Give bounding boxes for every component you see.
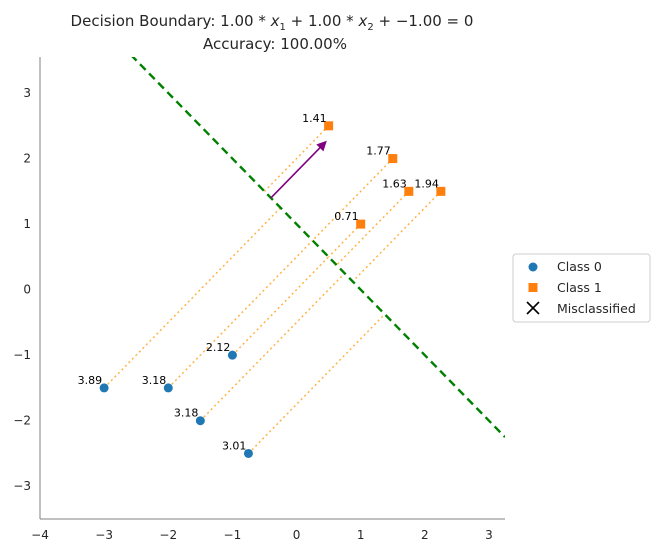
legend-frame [512, 253, 651, 323]
distance-label: 2.12 [206, 341, 231, 354]
y-tick-label: 2 [23, 152, 31, 166]
x-tick-label: 1 [357, 528, 365, 542]
class0-point [195, 416, 205, 426]
legend-misclassified-label: Misclassified [557, 301, 636, 316]
distance-label: 1.63 [382, 177, 407, 190]
y-tick-label: −3 [13, 479, 31, 493]
projection-line [231, 256, 330, 356]
projection-line [199, 272, 346, 422]
x-tick-label: −3 [95, 528, 113, 542]
projection-line [247, 313, 386, 454]
y-tick-label: −1 [13, 348, 31, 362]
legend-class1-label: Class 1 [557, 280, 602, 295]
projection-line [167, 239, 314, 389]
class0-point [163, 383, 173, 393]
legend-class1-marker [528, 283, 538, 292]
legend-misclassified-marker [526, 301, 540, 315]
x-tick-label: −2 [159, 528, 177, 542]
legend: Class 0 Class 1 Misclassified [512, 253, 651, 323]
projection-line [103, 207, 282, 389]
y-tick-label: 0 [23, 283, 31, 297]
class1-point [324, 121, 334, 131]
distance-label: 3.89 [78, 374, 103, 387]
decision-boundary-line [131, 57, 505, 438]
y-tick-label: −2 [13, 414, 31, 428]
x-tick-label: 2 [421, 528, 429, 542]
legend-class0-label: Class 0 [557, 259, 602, 274]
chart-title: Decision Boundary: 1.00 * x1 + 1.00 * x2… [71, 12, 474, 33]
class0-point [227, 350, 237, 360]
projection-line [336, 190, 410, 266]
projection-line [352, 190, 442, 282]
distance-label: 1.41 [302, 112, 327, 125]
class1-point [356, 219, 366, 229]
legend-class0-marker [528, 262, 538, 272]
projection-line [328, 223, 362, 258]
distance-label: 3.18 [174, 407, 199, 420]
class1-point [404, 186, 414, 196]
y-tick-label: 3 [23, 86, 31, 100]
projection-line [312, 158, 394, 242]
class1-point [436, 186, 446, 196]
class1-point [388, 154, 398, 164]
distance-label: 1.94 [414, 177, 439, 190]
plot-clipped-group [103, 57, 505, 454]
chart-subtitle: Accuracy: 100.00% [203, 35, 347, 53]
y-tick-label: 1 [23, 217, 31, 231]
normal-vector-arrow [270, 140, 327, 199]
projection-line [263, 125, 330, 192]
class0-point [243, 448, 253, 458]
distance-label: 1.77 [366, 145, 391, 158]
x-tick-label: 0 [293, 528, 301, 542]
plot-area: −4 −3 −2 −1 0 1 2 3 −3 −2 −1 0 1 2 3 3.89 3.18 2.12 3.18 3.… [13, 57, 505, 542]
distance-label: 3.18 [142, 374, 167, 387]
x-tick-label: −4 [31, 528, 49, 542]
distance-label: 3.01 [222, 439, 247, 452]
distance-label: 0.71 [334, 210, 359, 223]
x-tick-label: −1 [224, 528, 242, 542]
x-tick-label: 3 [485, 528, 493, 542]
class0-point [99, 383, 109, 393]
